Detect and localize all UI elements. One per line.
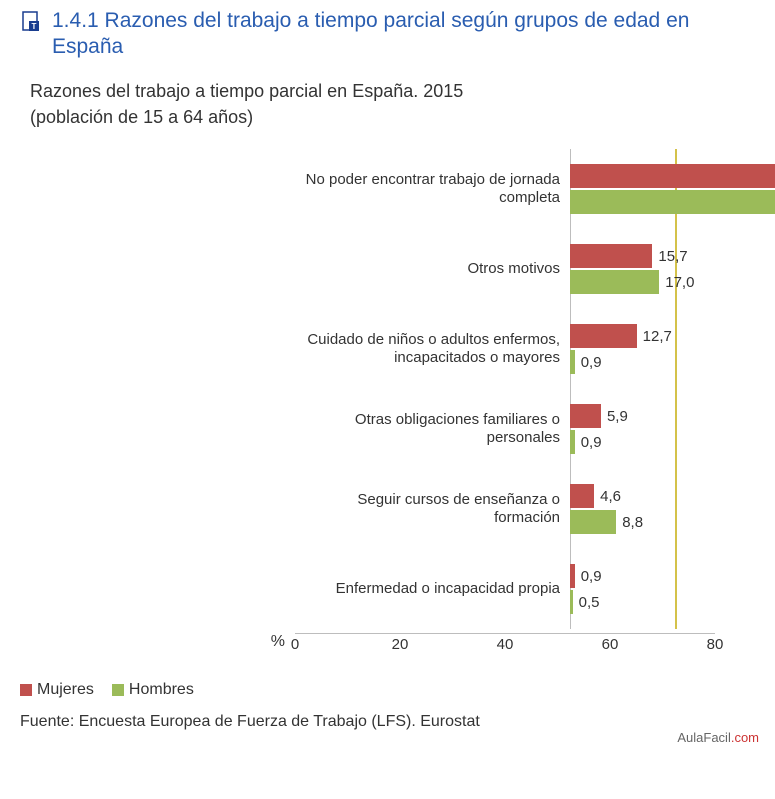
chart-category-row: Enfermedad o incapacidad propia 0,9 0,5	[295, 549, 775, 629]
legend-swatch	[112, 684, 124, 696]
legend-item: Mujeres	[20, 681, 94, 699]
category-label: Otras obligaciones familiares o personal…	[295, 389, 570, 469]
x-axis-label: %	[20, 633, 295, 655]
bar-value-label: 0,9	[581, 434, 602, 451]
bar-mujeres	[570, 404, 601, 428]
bar-value-label: 15,7	[658, 248, 687, 265]
category-label: Cuidado de niños o adultos enfermos, inc…	[295, 309, 570, 389]
legend-item: Hombres	[112, 681, 194, 699]
category-label: Enfermedad o incapacidad propia	[295, 549, 570, 629]
source-text: Fuente: Encuesta Europea de Fuerza de Tr…	[20, 713, 763, 731]
svg-text:T: T	[32, 22, 37, 31]
bar-mujeres	[570, 484, 594, 508]
watermark-suffix: .com	[731, 730, 759, 745]
chart-category-row: Otras obligaciones familiares o personal…	[295, 389, 775, 469]
chart: No poder encontrar trabajo de jornada co…	[20, 149, 720, 655]
category-label: Otros motivos	[295, 229, 570, 309]
bar-hombres	[570, 270, 659, 294]
bar-value-label: 4,6	[600, 488, 621, 505]
watermark: AulaFacil.com	[677, 730, 759, 745]
bar-hombres	[570, 350, 575, 374]
x-tick: 20	[392, 636, 409, 653]
chart-subtitle: (población de 15 a 64 años)	[30, 105, 763, 129]
watermark-brand: AulaFacil	[677, 730, 730, 745]
page-container: T 1.4.1 Razones del trabajo a tiempo par…	[0, 0, 775, 751]
chart-category-row: Otros motivos 15,7 17,0	[295, 229, 775, 309]
x-tick: 60	[602, 636, 619, 653]
bar-mujeres	[570, 244, 652, 268]
category-label: Seguir cursos de enseñanza o formación	[295, 469, 570, 549]
bar-mujeres	[570, 324, 637, 348]
bar-mujeres	[570, 164, 775, 188]
bar-hombres	[570, 590, 573, 614]
x-tick: 0	[291, 636, 299, 653]
document-icon: T	[20, 10, 44, 39]
section-header: T 1.4.1 Razones del trabajo a tiempo par…	[20, 8, 763, 61]
legend-label: Hombres	[129, 681, 194, 699]
x-axis: % 020406080	[20, 633, 720, 655]
bar-value-label: 0,9	[581, 568, 602, 585]
legend-label: Mujeres	[37, 681, 94, 699]
bar-value-label: 17,0	[665, 274, 694, 291]
section-title: 1.4.1 Razones del trabajo a tiempo parci…	[52, 8, 763, 61]
bar-hombres	[570, 510, 616, 534]
plot-area: No poder encontrar trabajo de jornada co…	[295, 149, 775, 629]
bar-value-label: 12,7	[643, 328, 672, 345]
bar-value-label: 8,8	[622, 514, 643, 531]
x-tick: 80	[707, 636, 724, 653]
bar-hombres	[570, 430, 575, 454]
bar-value-label: 0,5	[579, 594, 600, 611]
category-label: No poder encontrar trabajo de jornada co…	[295, 149, 570, 229]
legend-swatch	[20, 684, 32, 696]
chart-category-row: Seguir cursos de enseñanza o formación 4,…	[295, 469, 775, 549]
chart-category-row: No poder encontrar trabajo de jornada co…	[295, 149, 775, 229]
x-tick: 40	[497, 636, 514, 653]
bar-hombres	[570, 190, 775, 214]
chart-title: Razones del trabajo a tiempo parcial en …	[30, 79, 763, 103]
bar-value-label: 5,9	[607, 408, 628, 425]
bar-mujeres	[570, 564, 575, 588]
bar-value-label: 0,9	[581, 354, 602, 371]
legend: Mujeres Hombres	[20, 681, 763, 699]
chart-category-row: Cuidado de niños o adultos enfermos, inc…	[295, 309, 775, 389]
x-axis-ticks: 020406080	[295, 633, 715, 655]
